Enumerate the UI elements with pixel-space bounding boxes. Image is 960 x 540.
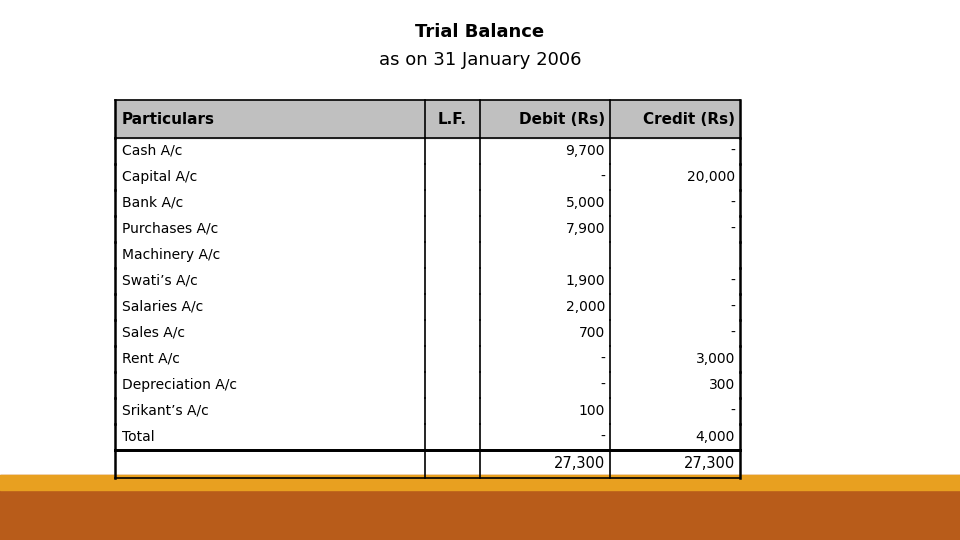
Text: -: -	[731, 196, 735, 210]
Text: Capital A/c: Capital A/c	[122, 170, 197, 184]
Text: -: -	[600, 352, 605, 366]
Text: -: -	[731, 222, 735, 236]
Text: 300: 300	[708, 378, 735, 392]
Text: -: -	[731, 404, 735, 418]
Text: -: -	[731, 274, 735, 288]
Text: 20,000: 20,000	[686, 170, 735, 184]
Text: 27,300: 27,300	[554, 456, 605, 471]
Text: Srikant’s A/c: Srikant’s A/c	[122, 404, 208, 418]
Text: 3,000: 3,000	[696, 352, 735, 366]
Text: Salaries A/c: Salaries A/c	[122, 300, 204, 314]
Text: 2,000: 2,000	[565, 300, 605, 314]
Text: Depreciation A/c: Depreciation A/c	[122, 378, 237, 392]
Text: Rent A/c: Rent A/c	[122, 352, 180, 366]
Text: 700: 700	[579, 326, 605, 340]
Text: Cash A/c: Cash A/c	[122, 144, 182, 158]
Text: -: -	[731, 144, 735, 158]
Text: -: -	[731, 326, 735, 340]
Text: 1,900: 1,900	[565, 274, 605, 288]
Text: Credit (Rs): Credit (Rs)	[643, 111, 735, 126]
Text: 100: 100	[579, 404, 605, 418]
Text: Trial Balance: Trial Balance	[416, 23, 544, 41]
Text: Particulars: Particulars	[122, 111, 215, 126]
Text: Bank A/c: Bank A/c	[122, 196, 183, 210]
Bar	[0, 475, 960, 490]
Bar	[115, 100, 740, 138]
Text: -: -	[600, 170, 605, 184]
Text: Purchases A/c: Purchases A/c	[122, 222, 218, 236]
Bar	[0, 475, 960, 540]
Text: 9,700: 9,700	[565, 144, 605, 158]
Text: 4,000: 4,000	[696, 430, 735, 444]
Text: -: -	[731, 300, 735, 314]
Text: as on 31 January 2006: as on 31 January 2006	[379, 51, 581, 69]
Text: -: -	[600, 430, 605, 444]
Text: -: -	[600, 378, 605, 392]
Text: Machinery A/c: Machinery A/c	[122, 248, 220, 262]
Text: Swati’s A/c: Swati’s A/c	[122, 274, 198, 288]
Text: L.F.: L.F.	[438, 111, 467, 126]
Text: Total: Total	[122, 430, 155, 444]
Text: 7,900: 7,900	[565, 222, 605, 236]
Text: Sales A/c: Sales A/c	[122, 326, 185, 340]
Text: Debit (Rs): Debit (Rs)	[518, 111, 605, 126]
Text: 5,000: 5,000	[565, 196, 605, 210]
Text: 27,300: 27,300	[684, 456, 735, 471]
